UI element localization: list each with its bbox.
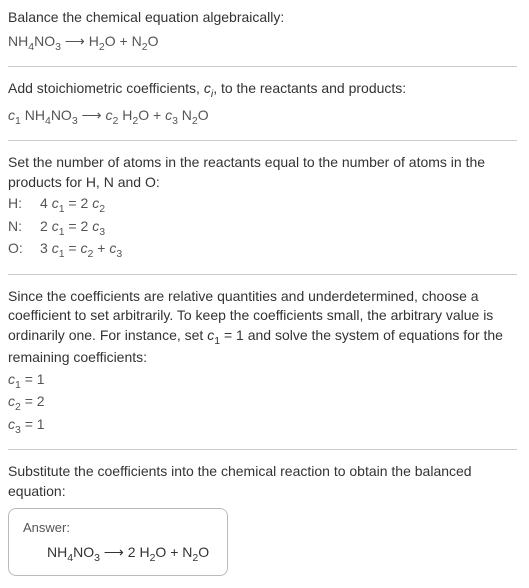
- answer-box: Answer: NH4NO3 ⟶ 2 H2O + N2O: [8, 508, 228, 577]
- reaction-arrow: ⟶: [100, 544, 128, 560]
- section-solve: Since the coefficients are relative quan…: [8, 274, 517, 438]
- substitute-instruction: Substitute the coefficients into the che…: [8, 462, 517, 501]
- section-answer: Substitute the coefficients into the che…: [8, 449, 517, 576]
- atom-row-n: N: 2 c1 = 2 c3: [8, 217, 517, 239]
- section-add-coefficients: Add stoichiometric coefficients, ci, to …: [8, 66, 517, 128]
- atom-balance-instruction: Set the number of atoms in the reactants…: [8, 153, 517, 192]
- solution-c1: c1 = 1: [8, 370, 517, 392]
- solution-c2: c2 = 2: [8, 392, 517, 414]
- solution-c3: c3 = 1: [8, 415, 517, 437]
- solve-instruction: Since the coefficients are relative quan…: [8, 287, 517, 368]
- balanced-equation: NH4NO3 ⟶ 2 H2O + N2O: [47, 543, 209, 565]
- atom-row-h: H: 4 c1 = 2 c2: [8, 194, 517, 216]
- section-problem: Balance the chemical equation algebraica…: [8, 8, 517, 54]
- reactant-nh: NH: [8, 33, 28, 49]
- coeff-instruction: Add stoichiometric coefficients, ci, to …: [8, 79, 517, 101]
- atom-row-o: O: 3 c1 = c2 + c3: [8, 239, 517, 261]
- atom-equations: H: 4 c1 = 2 c2 N: 2 c1 = 2 c3 O: 3 c1 = …: [8, 194, 517, 261]
- solution-list: c1 = 1 c2 = 2 c3 = 1: [8, 370, 517, 437]
- problem-statement: Balance the chemical equation algebraica…: [8, 8, 517, 28]
- reaction-arrow: ⟶: [61, 33, 89, 49]
- coeff-equation: c1 NH4NO3 ⟶ c2 H2O + c3 N2O: [8, 106, 517, 128]
- answer-label: Answer:: [23, 519, 209, 537]
- section-atom-balance: Set the number of atoms in the reactants…: [8, 140, 517, 262]
- unbalanced-equation: NH4NO3 ⟶ H2O + N2O: [8, 32, 517, 54]
